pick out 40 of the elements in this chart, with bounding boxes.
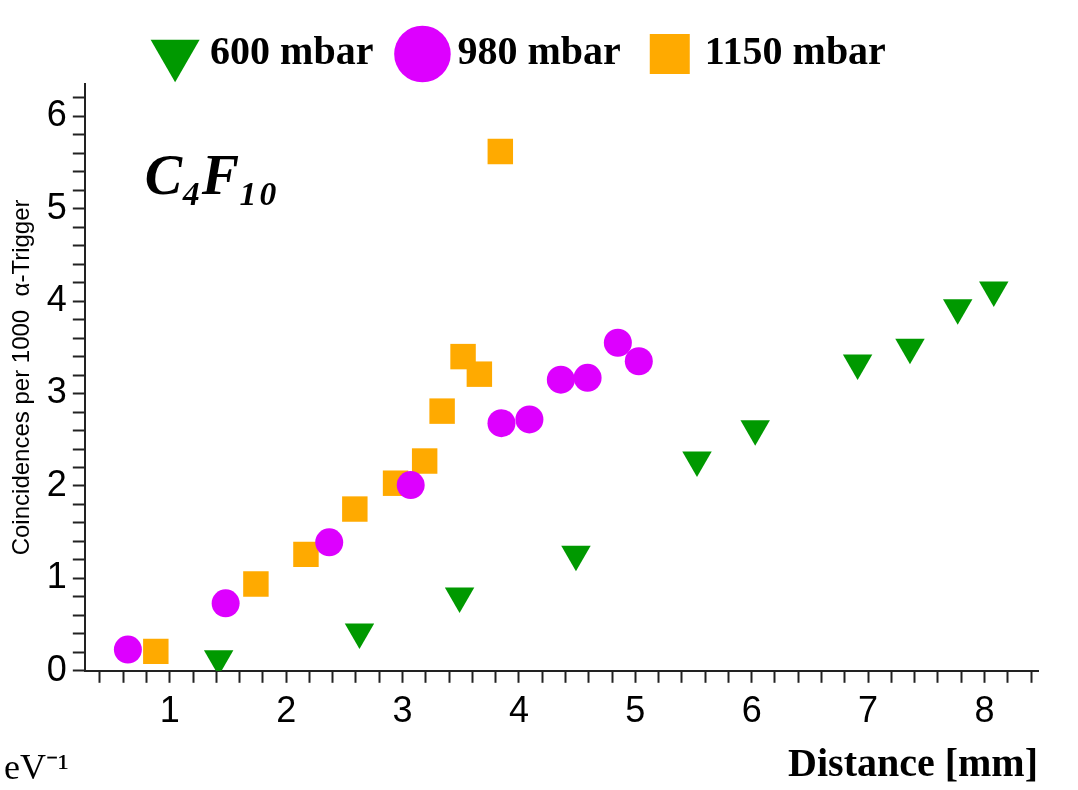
point bbox=[243, 571, 269, 597]
x-tick-label: 3 bbox=[392, 689, 413, 731]
point bbox=[624, 347, 653, 376]
point bbox=[515, 405, 544, 434]
y-tick-label: 3 bbox=[46, 370, 67, 412]
annotation: C₄F₁₀ bbox=[144, 144, 279, 206]
y-tick-label: 4 bbox=[46, 278, 67, 320]
legend-label: 600 mbar bbox=[210, 28, 374, 74]
y-axis-title: Coincidences per 1000 α-Trigger bbox=[7, 199, 35, 556]
legend-label: 980 mbar bbox=[457, 28, 621, 74]
point bbox=[546, 365, 575, 394]
x-tick-label: 2 bbox=[276, 689, 297, 731]
x-tick-label: 4 bbox=[508, 689, 529, 731]
point bbox=[466, 361, 493, 387]
point bbox=[487, 138, 514, 165]
y-tick-label: 5 bbox=[46, 185, 67, 227]
x-tick-label: 5 bbox=[625, 689, 646, 731]
point bbox=[603, 328, 632, 357]
point bbox=[396, 471, 425, 500]
point bbox=[411, 448, 438, 474]
point bbox=[429, 398, 455, 424]
x-tick-label: 1 bbox=[159, 689, 180, 731]
point bbox=[573, 363, 602, 392]
x-tick-label: 6 bbox=[741, 689, 762, 731]
x-axis-title: Distance [mm] bbox=[788, 740, 1038, 786]
point bbox=[211, 589, 240, 618]
point bbox=[293, 541, 319, 568]
point bbox=[315, 528, 344, 557]
y-tick-label: 1 bbox=[46, 555, 67, 597]
y-tick-label: 2 bbox=[46, 462, 67, 504]
y-tick-label: 6 bbox=[46, 93, 67, 135]
point bbox=[342, 496, 368, 522]
text: eV⁻¹ bbox=[4, 747, 69, 788]
x-tick-label: 7 bbox=[858, 689, 879, 731]
point bbox=[113, 635, 142, 664]
x-tick-label: 8 bbox=[974, 689, 995, 731]
y-tick-label: 0 bbox=[46, 647, 67, 689]
legend-label: 1150 mbar bbox=[704, 28, 886, 74]
point bbox=[143, 638, 169, 665]
point bbox=[487, 409, 516, 438]
